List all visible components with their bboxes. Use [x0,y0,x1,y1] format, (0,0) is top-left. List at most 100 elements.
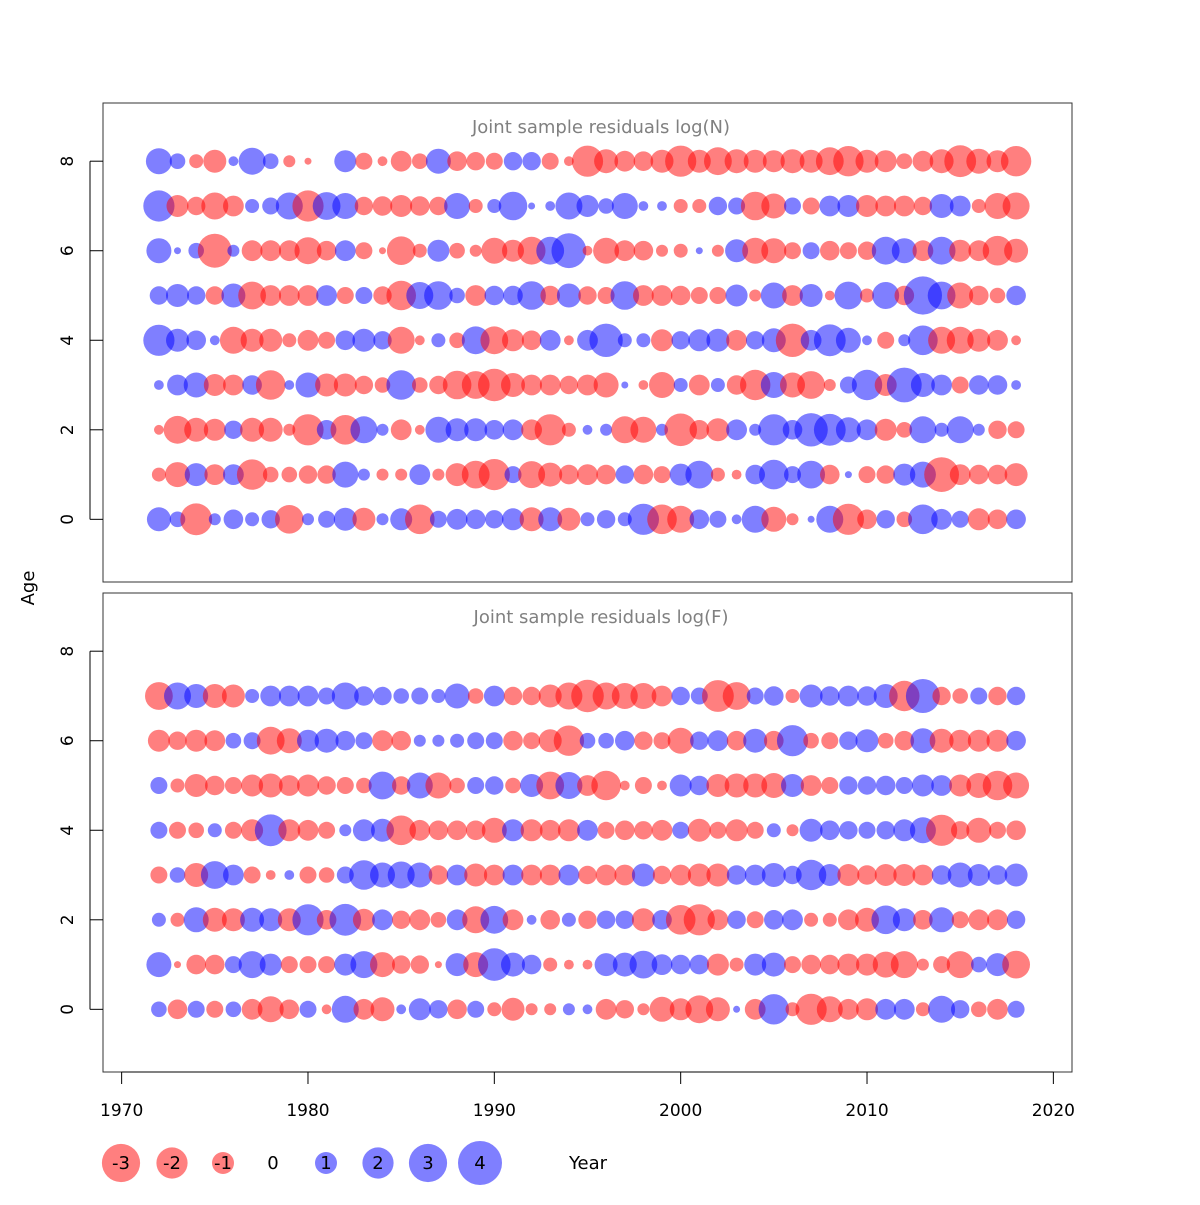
panel-log-n-y-axis: 0 2 4 6 8 [58,156,103,525]
bubble-age2-2005 [764,910,784,930]
bubble-age8-1986 [412,153,428,169]
bubble-age6-1979 [276,728,302,754]
bubble-age3-2012 [893,864,916,886]
bubble-age4-2008 [820,820,840,841]
bubble-age0-1972 [151,1001,167,1018]
bubble-age1-1974 [186,954,206,975]
bubble-age0-2005 [761,506,787,532]
bubble-age2-1986 [414,424,425,435]
bubble-age1-2009 [837,953,860,976]
bubble-age0-2012 [893,998,915,1020]
bubble-age5-2003 [725,284,748,307]
bubble-age6-2000 [667,727,694,754]
bubble-age8-1991 [503,152,523,171]
bubble-age7-1973 [164,682,191,710]
bubble-age5-1972 [149,286,169,305]
bubble-age2-1987 [425,416,452,443]
bubble-age8-1997 [614,150,636,172]
bubble-age3-2010 [857,865,877,885]
bubble-age7-1978 [262,197,280,215]
legend-bubble [101,1143,141,1183]
bubble-age0-1991 [502,508,524,531]
bubble-age0-1975 [206,1000,224,1018]
bubble-age0-2015 [951,1000,970,1019]
bubble-age6-2011 [871,236,900,265]
bubble-age7-1988 [444,683,470,709]
bubble-age5-1981 [316,285,337,306]
bubble-age3-1980 [299,866,317,884]
bubble-age5-2017 [982,770,1013,801]
bubble-age0-2018 [1006,509,1026,530]
bubble-age7-1987 [429,196,448,216]
bubble-age5-1993 [536,771,565,800]
bubble-age3-1982 [333,373,357,397]
bubble-age8-1977 [238,147,266,175]
bubble-age7-1976 [223,195,244,217]
bubble-age0-1989 [465,509,486,530]
bubble-age1-1975 [204,464,226,485]
bubble-age7-2015 [949,195,971,217]
bubble-age4-1978 [259,328,283,352]
bubble-age1-1972 [146,952,172,978]
bubble-age0-1984 [376,513,389,526]
y-axis-title: Age [18,571,39,606]
bubble-age1-1975 [205,954,225,975]
bubble-age3-2000 [673,378,688,392]
bubble-age7-1983 [354,196,374,216]
bubble-age3-2018 [1004,863,1028,887]
bubble-age4-2013 [908,325,938,356]
bubble-age2-1988 [445,418,469,442]
bubble-age6-1994 [553,725,585,756]
bubble-age7-2004 [740,191,770,221]
bubble-age2-2011 [871,905,900,935]
bubble-age4-1981 [318,821,336,839]
bubble-age4-2014 [926,814,958,846]
bubble-age0-1983 [352,507,376,531]
bubble-age8-2005 [762,150,785,173]
bubble-age4-2018 [1011,335,1021,346]
bubble-age7-2013 [913,196,933,216]
bubble-age7-1975 [202,684,227,708]
bubble-age0-2003 [731,514,742,525]
bubble-age6-2012 [891,238,917,264]
bubble-age5-1996 [597,287,615,304]
bubble-age0-1984 [370,997,395,1022]
bubble-age1-1999 [653,466,671,484]
bubble-age1-1979 [280,956,298,974]
bubble-age0-2009 [838,998,859,1020]
panel-log-n: Joint sample residuals log(N) 0 2 4 6 8 [58,102,1073,583]
bubble-age7-1982 [331,682,359,710]
bubble-age5-1998 [634,777,652,794]
bubble-age0-2012 [896,511,913,528]
bubble-age2-1986 [409,909,431,931]
bubble-age1-2017 [986,953,1009,977]
bubble-age8-1994 [564,156,574,167]
bubble-age0-1993 [544,1003,557,1016]
bubble-age5-2003 [724,773,749,798]
bubble-age3-1997 [614,864,636,886]
bubble-age8-2018 [1000,146,1032,177]
bubble-age7-1984 [373,686,392,706]
bubble-age7-1990 [487,199,502,213]
bubble-age6-2017 [982,235,1013,266]
bubble-age7-1977 [245,689,260,703]
bubble-age8-1992 [522,152,541,171]
bubble-age5-2014 [931,775,952,796]
bubble-age2-1996 [600,423,613,436]
bubble-age4-2001 [687,818,711,842]
bubble-age4-1993 [539,819,561,841]
bubble-age0-2002 [705,997,730,1022]
bubble-age1-2006 [784,466,801,484]
bubble-age2-1977 [240,417,265,442]
bubble-age5-2002 [706,774,730,797]
bubble-age2-2012 [892,908,916,932]
bubble-age1-1982 [332,461,359,488]
bubble-age4-1973 [169,821,186,839]
bubble-age6-1985 [391,730,412,751]
bubble-age5-1979 [278,775,300,796]
bubble-age7-1993 [538,684,562,708]
bubble-age6-2004 [743,728,768,753]
bubble-age4-2012 [893,819,916,842]
bubble-age5-1982 [336,287,354,304]
bubble-age4-1983 [352,328,376,352]
